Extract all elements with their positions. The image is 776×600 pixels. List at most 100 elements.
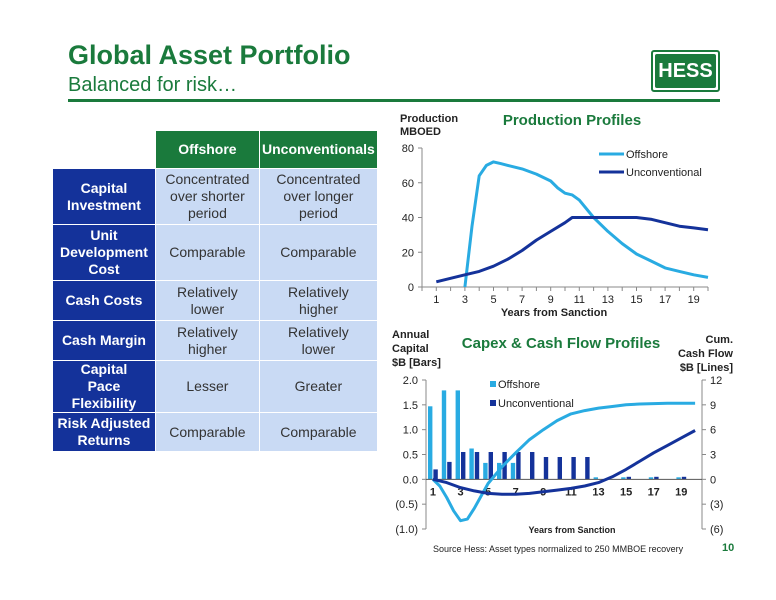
y2-tick-label: 0 (710, 474, 716, 486)
y2-axis-label-line1: Cum. (706, 334, 734, 346)
legend: Offshore Unconventional (490, 379, 574, 410)
bar-unconventional (447, 461, 452, 480)
cell-text: Relatively lower (288, 323, 349, 357)
table-row: Capital Investment Concentrated over sho… (52, 168, 378, 225)
y-axis-label-line1: Production (400, 113, 458, 125)
legend-label-unconventional: Unconventional (498, 398, 574, 410)
y2-axis-label-line3: $B [Lines] (680, 362, 734, 374)
table-row: Capital Pace Flexibility Lesser Greater (52, 360, 378, 413)
source-note: Source Hess: Asset types normalized to 2… (433, 544, 684, 554)
x-tick-label: 15 (620, 486, 632, 498)
bar-offshore (441, 390, 447, 480)
bar-unconventional (681, 476, 687, 480)
legend-swatch-offshore (490, 381, 496, 387)
row-label-text: Capital Pace Flexibility (71, 361, 137, 411)
series-line-unconventional (435, 216, 709, 284)
legend-swatch-unconventional (490, 400, 496, 406)
y2-tick-label: 12 (710, 375, 722, 387)
y2-tick-label: 3 (710, 450, 716, 462)
hess-logo-text: HESS (655, 54, 716, 88)
y-tick-label: 0 (408, 282, 414, 294)
x-tick-label: 17 (659, 294, 671, 306)
title-divider (68, 99, 720, 102)
x-tick-label: 13 (602, 294, 614, 306)
y-tick-label: 0.5 (403, 450, 418, 462)
bar-unconventional (516, 452, 521, 480)
bar-unconventional (654, 476, 659, 480)
y2-tick-label: 6 (710, 425, 716, 437)
x-tick-label: 7 (519, 294, 525, 306)
page-number: 10 (722, 542, 735, 554)
y2-tick-label: (3) (710, 499, 723, 511)
series-line-offshore (463, 160, 709, 288)
column-header-offshore: Offshore (154, 130, 260, 169)
table-row: Cash Costs Relatively lower Relatively h… (52, 280, 378, 321)
y-axis-label-line2: MBOED (400, 126, 441, 138)
y-tick-label: 40 (402, 213, 414, 225)
cell-unconventional: Concentrated over longer period (258, 168, 378, 225)
bar-unconventional (626, 476, 631, 480)
x-tick-label: 7 (513, 486, 519, 498)
legend: Offshore Unconventional (599, 149, 702, 179)
bar-offshore (455, 390, 460, 480)
y-tick-label: 60 (402, 178, 414, 190)
cell-text: Relatively higher (177, 323, 238, 357)
row-label: Risk Adjusted Returns (52, 412, 156, 452)
bar-unconventional (557, 457, 562, 480)
capex-cashflow-chart: Capex & Cash Flow Profiles Annual Capita… (392, 329, 734, 536)
y-axis-label-line1: Annual (392, 329, 429, 341)
column-header-unconventionals: Unconventionals (258, 130, 378, 169)
y-tick-label: (0.5) (395, 499, 418, 511)
x-tick-label: 17 (648, 486, 660, 498)
x-axis-label: Years from Sanction (528, 525, 615, 535)
y-axis-label-line3: $B [Bars] (392, 357, 441, 369)
bar-offshore (621, 477, 626, 480)
x-tick-label: 11 (565, 486, 577, 498)
cell-unconventional: Relatively lower (258, 320, 378, 361)
bar-unconventional (543, 457, 549, 480)
y-tick-label: 2.0 (403, 375, 418, 387)
bar-unconventional (488, 452, 493, 480)
x-tick-label: 1 (430, 486, 436, 498)
cell-offshore: Comparable (154, 224, 260, 281)
bar-offshore (428, 406, 433, 480)
cell-offshore: Concentrated over shorter period (154, 168, 260, 225)
bar-offshore (469, 448, 474, 480)
legend-label-offshore: Offshore (626, 149, 668, 161)
page-subtitle: Balanced for risk… (68, 74, 237, 96)
y-tick-label: 20 (402, 247, 414, 259)
x-tick-label: 9 (548, 294, 554, 306)
y-tick-label: 1.0 (403, 425, 418, 437)
x-tick-label: 5 (490, 294, 496, 306)
table-header-row: Offshore Unconventionals (52, 130, 378, 169)
table-row: Cash Margin Relatively higher Relatively… (52, 320, 378, 361)
cashflow-line-offshore (431, 401, 696, 523)
cell-unconventional: Relatively higher (258, 280, 378, 321)
row-label: Cash Costs (52, 280, 156, 321)
y-tick-label: (1.0) (395, 524, 418, 536)
x-tick-label: 15 (630, 294, 642, 306)
table-corner (52, 130, 156, 169)
row-label: Capital Pace Flexibility (52, 360, 156, 413)
bar-unconventional (571, 457, 576, 480)
cashflow-line-unconventional (432, 429, 696, 496)
table-row: Unit Development Cost Comparable Compara… (52, 224, 378, 281)
comparison-table: Offshore Unconventionals Capital Investm… (52, 130, 378, 452)
legend-label-offshore: Offshore (498, 379, 540, 391)
bar-offshore (483, 462, 488, 480)
y2-tick-label: 9 (710, 400, 716, 412)
bar-offshore (510, 462, 516, 480)
chart-title: Capex & Cash Flow Profiles (462, 335, 660, 352)
cell-unconventional: Greater (258, 360, 378, 413)
x-tick-label: 3 (462, 294, 468, 306)
row-label: Unit Development Cost (52, 224, 156, 281)
cell-unconventional: Comparable (258, 412, 378, 452)
x-axis-label: Years from Sanction (501, 307, 608, 319)
x-tick-label: 3 (457, 486, 463, 498)
x-tick-label: 11 (574, 294, 585, 306)
y-tick-label: 80 (402, 143, 414, 155)
bar-offshore (676, 477, 681, 480)
legend-label-unconventional: Unconventional (626, 167, 702, 179)
cell-offshore: Lesser (154, 360, 260, 413)
